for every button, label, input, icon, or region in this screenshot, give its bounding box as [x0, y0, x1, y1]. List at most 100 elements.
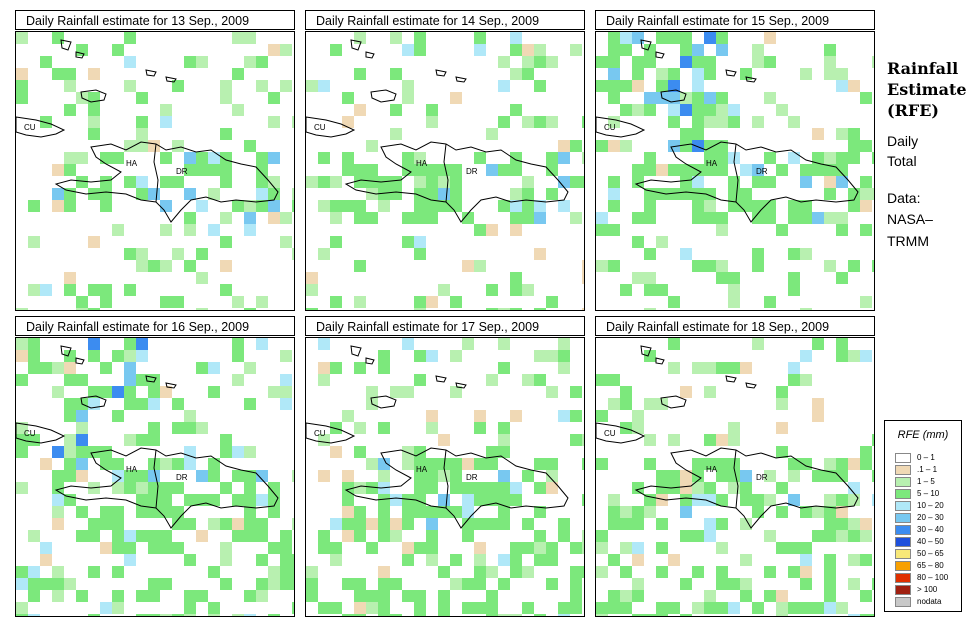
rainfall-cell	[378, 590, 390, 602]
rainfall-cell	[824, 494, 836, 506]
rainfall-cell	[860, 296, 872, 308]
rainfall-cell	[632, 518, 644, 530]
rainfall-cell	[704, 260, 716, 272]
rainfall-cell	[824, 260, 836, 272]
rainfall-cell	[558, 410, 570, 422]
cuba-outline	[16, 116, 66, 138]
rainfall-cell	[668, 32, 680, 44]
rainfall-cell	[474, 518, 486, 530]
rainfall-cell	[378, 200, 390, 212]
rainfall-cell	[112, 506, 124, 518]
rainfall-cell	[366, 590, 378, 602]
rainfall-cell	[692, 494, 704, 506]
rainfall-cell	[280, 236, 292, 248]
rainfall-cell	[510, 554, 522, 566]
rainfall-cell	[474, 566, 486, 578]
rainfall-cell	[148, 530, 160, 542]
rainfall-cell	[860, 446, 872, 458]
rainfall-cell	[414, 308, 426, 310]
rainfall-cell	[184, 590, 196, 602]
rainfall-cell	[16, 614, 28, 616]
rainfall-cell	[510, 32, 522, 44]
rainfall-cell	[306, 590, 318, 602]
island-outline	[165, 76, 177, 83]
rainfall-cell	[716, 470, 728, 482]
rainfall-cell	[656, 518, 668, 530]
rainfall-cell	[244, 212, 256, 224]
rainfall-cell	[836, 80, 848, 92]
rainfall-cell	[414, 350, 426, 362]
rainfall-cell	[764, 176, 776, 188]
rainfall-cell	[680, 494, 692, 506]
rainfall-cell	[582, 176, 584, 188]
rainfall-cell	[160, 578, 172, 590]
rainfall-cell	[426, 200, 438, 212]
rainfall-cell	[872, 188, 874, 200]
rainfall-cell	[680, 32, 692, 44]
rainfall-cell	[510, 482, 522, 494]
rainfall-cell	[366, 140, 378, 152]
rainfall-cell	[788, 152, 800, 164]
rainfall-cell	[160, 200, 172, 212]
rainfall-cell	[280, 212, 292, 224]
rainfall-cell	[872, 614, 874, 616]
rainfall-cell	[220, 164, 232, 176]
rainfall-cell	[88, 566, 100, 578]
rainfall-cell	[764, 200, 776, 212]
rainfall-cell	[680, 104, 692, 116]
rainfall-cell	[378, 614, 390, 616]
rainfall-cell	[136, 248, 148, 260]
legend-swatch	[895, 548, 911, 559]
rainfall-cell	[740, 164, 752, 176]
rainfall-cell	[196, 56, 208, 68]
rainfall-cell	[656, 80, 668, 92]
rainfall-cell	[716, 44, 728, 56]
rainfall-cell	[64, 104, 76, 116]
rainfall-cell	[28, 284, 40, 296]
legend-swatch	[895, 488, 911, 499]
rainfall-cell	[244, 614, 256, 616]
rainfall-cell	[148, 482, 160, 494]
label-cuba: CU	[604, 123, 616, 132]
island-outline	[365, 357, 375, 365]
island-outline	[640, 345, 652, 357]
rainfall-cell	[824, 164, 836, 176]
rainfall-cell	[644, 614, 656, 616]
rainfall-cell	[522, 116, 534, 128]
rainfall-cell	[872, 260, 874, 272]
cuba-outline	[306, 116, 356, 138]
label-haiti: HA	[416, 465, 428, 474]
rainfall-cell	[330, 44, 342, 56]
rainfall-cell	[28, 530, 40, 542]
rainfall-cell	[160, 506, 172, 518]
rainfall-cell	[570, 590, 582, 602]
rainfall-cell	[704, 104, 716, 116]
rainfall-cell	[510, 44, 522, 56]
rainfall-cell	[534, 56, 546, 68]
rainfall-cell	[438, 284, 450, 296]
rainfall-cell	[124, 32, 136, 44]
rainfall-cell	[764, 296, 776, 308]
rainfall-cell	[196, 248, 208, 260]
rainfall-cell	[268, 494, 280, 506]
rainfall-cell	[704, 458, 716, 470]
rainfall-cell	[596, 56, 608, 68]
rainfall-map: CU HA DR	[15, 337, 295, 617]
rainfall-cell	[620, 284, 632, 296]
rainfall-cell	[632, 32, 644, 44]
rainfall-cell	[16, 92, 28, 104]
rainfall-cell	[292, 554, 294, 566]
rainfall-cell	[546, 188, 558, 200]
rainfall-cell	[354, 506, 366, 518]
rainfall-cell	[112, 542, 124, 554]
rainfall-cell	[390, 68, 402, 80]
rainfall-cell	[474, 152, 486, 164]
rainfall-cell	[788, 212, 800, 224]
legend-title: RFE (mm)	[897, 429, 949, 441]
rainfall-cell	[378, 362, 390, 374]
hispaniola-outline	[634, 447, 859, 529]
rainfall-cell	[644, 92, 656, 104]
rainfall-cell	[632, 236, 644, 248]
rainfall-cell	[330, 446, 342, 458]
rainfall-cell	[558, 176, 570, 188]
